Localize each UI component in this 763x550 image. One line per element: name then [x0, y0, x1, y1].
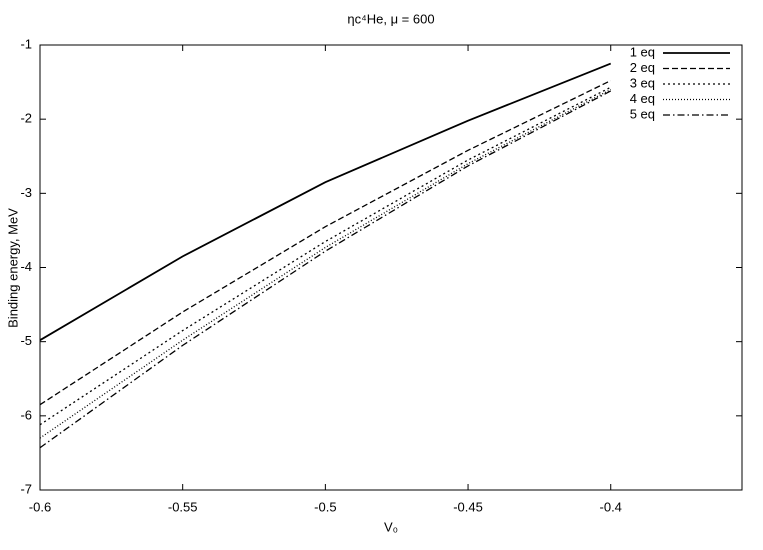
- legend-label: 2 eq: [630, 60, 655, 75]
- series-line: [39, 80, 612, 406]
- y-tick-label: -3: [20, 185, 32, 200]
- y-tick-label: -7: [20, 481, 32, 496]
- legend-label: 5 eq: [630, 106, 655, 121]
- y-tick-label: -6: [20, 407, 32, 422]
- x-axis-label: V₀: [384, 519, 398, 534]
- y-axis-label: Binding energy, MeV: [5, 208, 20, 328]
- x-tick-label: -0.4: [600, 499, 622, 514]
- x-tick-label: -0.6: [29, 499, 51, 514]
- x-tick-label: -0.5: [314, 499, 336, 514]
- y-tick-label: -4: [20, 259, 32, 274]
- series-line: [39, 62, 612, 341]
- legend-label: 1 eq: [630, 44, 655, 59]
- x-tick-label: -0.55: [168, 499, 198, 514]
- x-tick-label: -0.45: [453, 499, 483, 514]
- legend-label: 4 eq: [630, 91, 655, 106]
- legend-label: 3 eq: [630, 75, 655, 90]
- y-tick-label: -1: [20, 36, 32, 51]
- series-line: [39, 86, 612, 426]
- series-line: [39, 90, 612, 449]
- y-tick-label: -5: [20, 333, 32, 348]
- y-tick-label: -2: [20, 111, 32, 126]
- chart-title: ηc⁴He, μ = 600: [347, 11, 434, 26]
